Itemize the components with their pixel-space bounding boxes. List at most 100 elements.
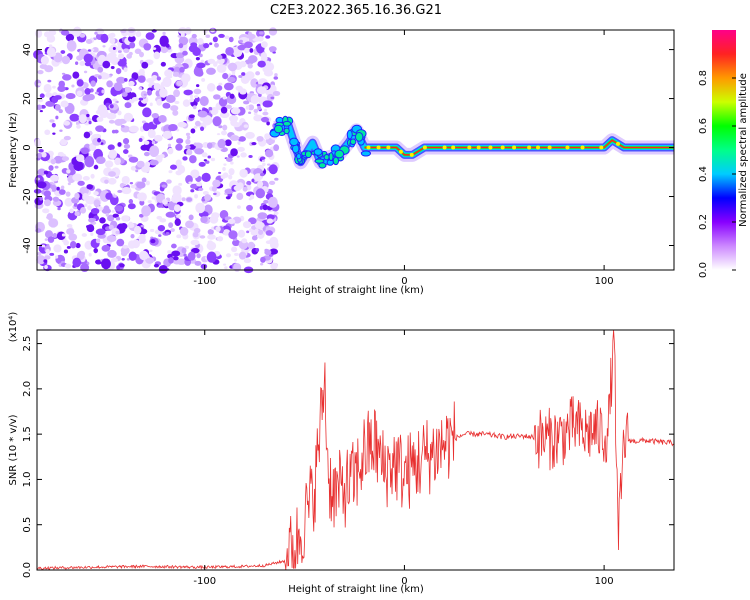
noise-speck [131, 97, 139, 102]
noise-speck [268, 180, 276, 185]
noise-speck [248, 198, 252, 201]
noise-speck [206, 67, 216, 75]
noise-speck [188, 214, 194, 221]
spectrogram-panel: -100 0 100 -40 -20 0 20 40 Height of straight … [8, 26, 675, 296]
noise-speck [263, 108, 268, 112]
noise-speck [224, 35, 230, 40]
noise-speck [114, 118, 124, 126]
carrier-blob [332, 156, 340, 166]
noise-speck [117, 142, 122, 147]
noise-speck [115, 216, 121, 221]
noise-speck [167, 143, 172, 148]
noise-speck [267, 196, 278, 208]
noise-speck [234, 252, 239, 256]
carrier-peak-dot [615, 141, 620, 146]
noise-speck [100, 33, 109, 44]
noise-speck [95, 62, 99, 66]
noise-speck [262, 204, 269, 211]
x-tick-label: -100 [193, 576, 216, 587]
spectrogram-frame [36, 29, 675, 271]
colorbar-tick-label: 0.0 [698, 262, 709, 278]
noise-speck [109, 37, 116, 44]
noise-speck [102, 45, 106, 48]
noise-speck [118, 263, 125, 268]
noise-speck [186, 197, 193, 202]
noise-speck [113, 82, 123, 91]
noise-speck [170, 228, 175, 233]
carrier-blob [304, 150, 312, 159]
noise-speck [46, 47, 56, 57]
noise-speck [85, 38, 93, 44]
noise-speck [177, 121, 187, 128]
noise-speck [142, 107, 152, 118]
noise-speck [253, 114, 263, 122]
noise-speck [43, 170, 49, 175]
noise-speck [233, 185, 242, 192]
snr-y-label: SNR (10 * v/v) [8, 414, 19, 485]
noise-speck [38, 149, 44, 153]
noise-speck [95, 156, 106, 165]
noise-speck [201, 77, 206, 82]
noise-speck [209, 42, 213, 46]
noise-speck [260, 262, 264, 266]
noise-speck [167, 250, 172, 254]
noise-speck [93, 133, 101, 139]
carrier-peak-dot [536, 145, 541, 150]
noise-speck [198, 187, 204, 191]
noise-speck [222, 172, 229, 178]
noise-speck [243, 76, 249, 80]
noise-speck [180, 32, 185, 37]
noise-speck [232, 72, 236, 76]
noise-speck [243, 124, 249, 128]
noise-speck [182, 156, 188, 161]
noise-speck [117, 189, 123, 194]
noise-speck [182, 99, 191, 107]
noise-speck [228, 230, 238, 240]
noise-speck [268, 27, 278, 36]
noise-speck [105, 192, 113, 200]
noise-speck [195, 84, 200, 88]
noise-speck [222, 72, 229, 80]
noise-speck [269, 248, 278, 255]
colorbar-label: Normalized spectral amplitude [738, 73, 749, 227]
noise-speck [214, 42, 219, 48]
noise-speck [273, 76, 279, 80]
noise-speck [256, 180, 264, 188]
noise-speck [128, 251, 137, 261]
noise-speck [190, 189, 195, 193]
carrier-peak [364, 139, 674, 156]
noise-speck [97, 138, 102, 143]
noise-speck [227, 218, 236, 224]
noise-speck [136, 160, 145, 168]
noise-speck [55, 115, 59, 120]
noise-speck [83, 53, 93, 64]
noise-speck [78, 114, 87, 124]
y-tick-label: 2.0 [22, 381, 33, 397]
noise-speck [66, 223, 73, 228]
noise-speck [165, 211, 176, 218]
noise-speck [233, 263, 242, 272]
noise-speck [116, 238, 125, 247]
noise-speck [206, 241, 217, 251]
noise-speck [93, 199, 101, 208]
noise-speck [121, 244, 129, 249]
noise-speck [174, 100, 180, 105]
noise-speck [127, 240, 136, 249]
spectrogram-y-axis: -40 -20 0 20 40 [22, 43, 674, 254]
noise-speck [44, 265, 48, 270]
carrier-peak-dot [376, 145, 381, 150]
noise-speck [225, 253, 231, 258]
noise-speck [94, 31, 98, 35]
noise-speck [246, 204, 253, 212]
noise-speck [246, 180, 252, 186]
noise-speck [90, 232, 94, 236]
noise-speck [213, 192, 217, 196]
snr-x-axis: -100 0 100 [193, 330, 614, 587]
noise-speck [224, 139, 232, 147]
noise-speck [266, 218, 274, 224]
noise-speck [44, 230, 54, 239]
noise-speck [56, 186, 60, 191]
noise-speck [157, 204, 163, 208]
noise-speck [129, 181, 134, 185]
noise-speck [256, 135, 264, 142]
